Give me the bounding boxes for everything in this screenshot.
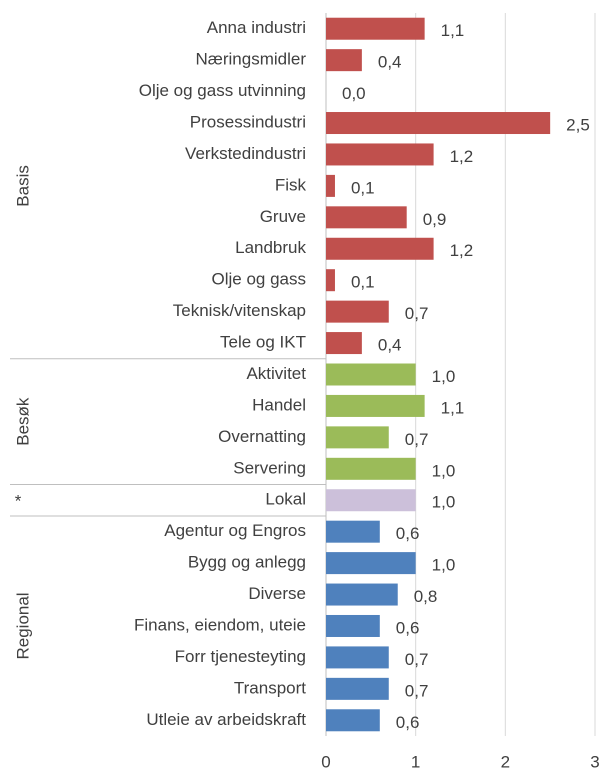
category-label: Landbruk bbox=[235, 238, 306, 257]
value-label: 0,6 bbox=[396, 713, 420, 732]
category-label: Transport bbox=[234, 678, 306, 697]
value-label: 0,1 bbox=[351, 273, 375, 292]
category-label: Anna industri bbox=[207, 18, 306, 37]
bar bbox=[326, 457, 416, 480]
value-label: 1,0 bbox=[432, 556, 456, 575]
bar bbox=[326, 332, 362, 355]
value-label: 0,1 bbox=[351, 178, 375, 197]
category-label: Teknisk/vitenskap bbox=[173, 301, 306, 320]
x-tick-label: 3 bbox=[590, 752, 599, 771]
bar bbox=[326, 300, 389, 323]
group-label: Basis bbox=[13, 165, 32, 207]
value-label: 0,7 bbox=[405, 681, 429, 700]
x-tick-label: 2 bbox=[501, 752, 510, 771]
bar bbox=[326, 646, 389, 669]
value-label: 1,0 bbox=[432, 367, 456, 386]
bar bbox=[326, 489, 416, 512]
bar bbox=[326, 552, 416, 575]
bar bbox=[326, 709, 380, 732]
category-label: Verkstedindustri bbox=[185, 144, 306, 163]
category-label: Olje og gass utvinning bbox=[139, 81, 306, 100]
bar bbox=[326, 206, 407, 229]
bar bbox=[326, 143, 434, 166]
category-label: Servering bbox=[233, 458, 306, 477]
category-label: Lokal bbox=[265, 490, 306, 509]
value-label: 0,7 bbox=[405, 304, 429, 323]
category-label: Næringsmidler bbox=[195, 50, 306, 69]
value-label: 1,1 bbox=[441, 398, 465, 417]
category-label: Forr tjenesteyting bbox=[175, 647, 306, 666]
category-label: Utleie av arbeidskraft bbox=[146, 710, 306, 729]
bar bbox=[326, 269, 335, 292]
value-label: 0,7 bbox=[405, 650, 429, 669]
group-label: * bbox=[15, 492, 22, 511]
value-label: 0,4 bbox=[378, 336, 402, 355]
group-label: Besøk bbox=[13, 397, 32, 446]
bar bbox=[326, 49, 362, 72]
bar bbox=[326, 174, 335, 197]
value-label: 1,1 bbox=[441, 21, 465, 40]
category-label: Olje og gass bbox=[212, 270, 307, 289]
category-label: Prosessindustri bbox=[190, 113, 306, 132]
category-label: Fisk bbox=[275, 175, 307, 194]
group-label: Regional bbox=[13, 592, 32, 659]
bar bbox=[326, 520, 380, 543]
value-label: 0,4 bbox=[378, 53, 402, 72]
value-label: 2,5 bbox=[566, 116, 590, 135]
bar bbox=[326, 17, 425, 40]
category-label: Diverse bbox=[248, 584, 306, 603]
bar bbox=[326, 112, 551, 135]
value-label: 0,7 bbox=[405, 430, 429, 449]
category-label: Aktivitet bbox=[246, 364, 306, 383]
value-label: 0,8 bbox=[414, 587, 438, 606]
bar bbox=[326, 237, 434, 260]
value-label: 0,6 bbox=[396, 618, 420, 637]
value-label: 1,2 bbox=[450, 147, 474, 166]
bar bbox=[326, 614, 380, 637]
value-label: 1,2 bbox=[450, 241, 474, 260]
bar bbox=[326, 677, 389, 700]
category-label: Overnatting bbox=[218, 427, 306, 446]
category-label: Gruve bbox=[260, 207, 306, 226]
bar bbox=[326, 426, 389, 449]
bar bbox=[326, 583, 398, 606]
category-label: Tele og IKT bbox=[220, 333, 306, 352]
bar bbox=[326, 394, 425, 417]
bar bbox=[326, 363, 416, 386]
value-label: 1,0 bbox=[432, 493, 456, 512]
value-label: 1,0 bbox=[432, 461, 456, 480]
category-label: Handel bbox=[252, 395, 306, 414]
x-tick-label: 1 bbox=[411, 752, 420, 771]
category-label: Agentur og Engros bbox=[164, 521, 306, 540]
value-label: 0,6 bbox=[396, 524, 420, 543]
category-label: Finans, eiendom, uteie bbox=[134, 615, 306, 634]
value-label: 0,9 bbox=[423, 210, 447, 229]
x-tick-label: 0 bbox=[321, 752, 330, 771]
category-label: Bygg og anlegg bbox=[188, 553, 306, 572]
value-label: 0,0 bbox=[342, 84, 366, 103]
